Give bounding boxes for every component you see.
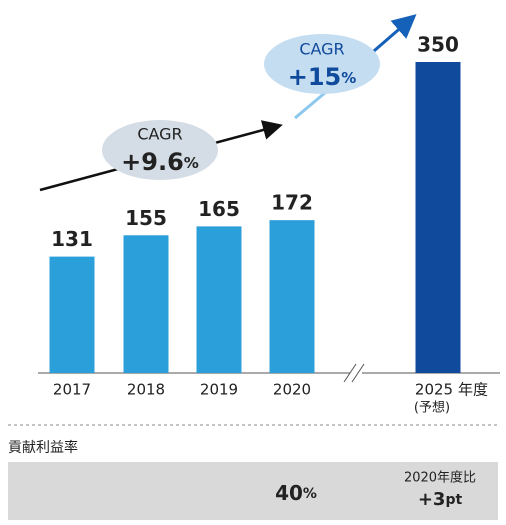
cagr-label: CAGR: [137, 125, 182, 144]
cagr-bubble: [264, 34, 380, 94]
cagr-value: +9.6%: [121, 148, 199, 176]
bar: [196, 226, 242, 373]
axis-break: [350, 366, 362, 380]
x-tick-label: 2025: [415, 381, 453, 399]
cagr-value: +15%: [288, 63, 357, 91]
value-label: 350: [417, 33, 459, 57]
change: +3pt: [418, 489, 463, 510]
rate-number: 40: [275, 481, 303, 505]
bar: [269, 220, 315, 373]
forecast-label: (予想): [414, 400, 450, 416]
x-tick-label: 2017: [53, 381, 91, 399]
rate: 40%: [275, 481, 317, 505]
value-label: 165: [198, 197, 240, 221]
change-number: +3: [418, 489, 446, 510]
axis-break: [351, 363, 365, 383]
bar: [49, 256, 95, 373]
cagr-label: CAGR: [299, 40, 344, 59]
x-tick-label: 2020: [273, 381, 311, 399]
change-unit: pt: [445, 492, 462, 508]
bar: [123, 235, 169, 373]
bar: [415, 62, 461, 373]
cagr-number: +9.6: [121, 148, 184, 176]
cagr-unit: %: [184, 154, 199, 172]
x-tick-label: 2018: [127, 381, 165, 399]
value-label: 131: [51, 227, 93, 251]
value-label: 172: [271, 191, 313, 215]
category-unit: 年度: [458, 381, 488, 399]
cagr-number: +15: [288, 63, 342, 91]
footer-box: [8, 462, 498, 520]
x-tick-label: 2019: [200, 381, 238, 399]
comparison-label: 2020年度比: [404, 470, 476, 486]
axis-break: [343, 363, 357, 383]
cagr-unit: %: [341, 69, 356, 87]
cagr-bubble: [102, 120, 218, 180]
footer-title: 貢献利益率: [8, 439, 78, 456]
rate-unit: %: [303, 486, 317, 502]
value-label: 155: [125, 206, 167, 230]
